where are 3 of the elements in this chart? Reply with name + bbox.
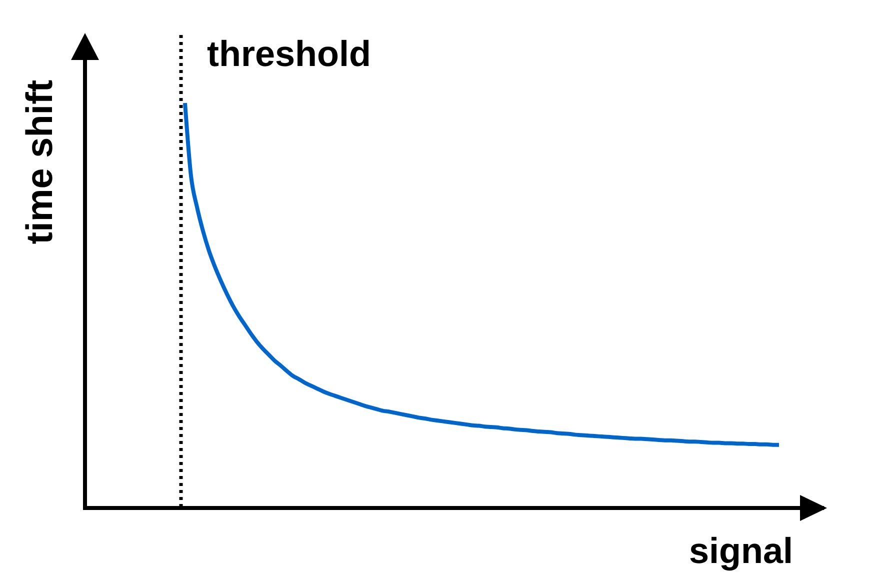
x-axis-title: signal — [688, 530, 793, 571]
text: threshold — [207, 33, 372, 74]
y-axis-title: time shift — [19, 80, 60, 244]
